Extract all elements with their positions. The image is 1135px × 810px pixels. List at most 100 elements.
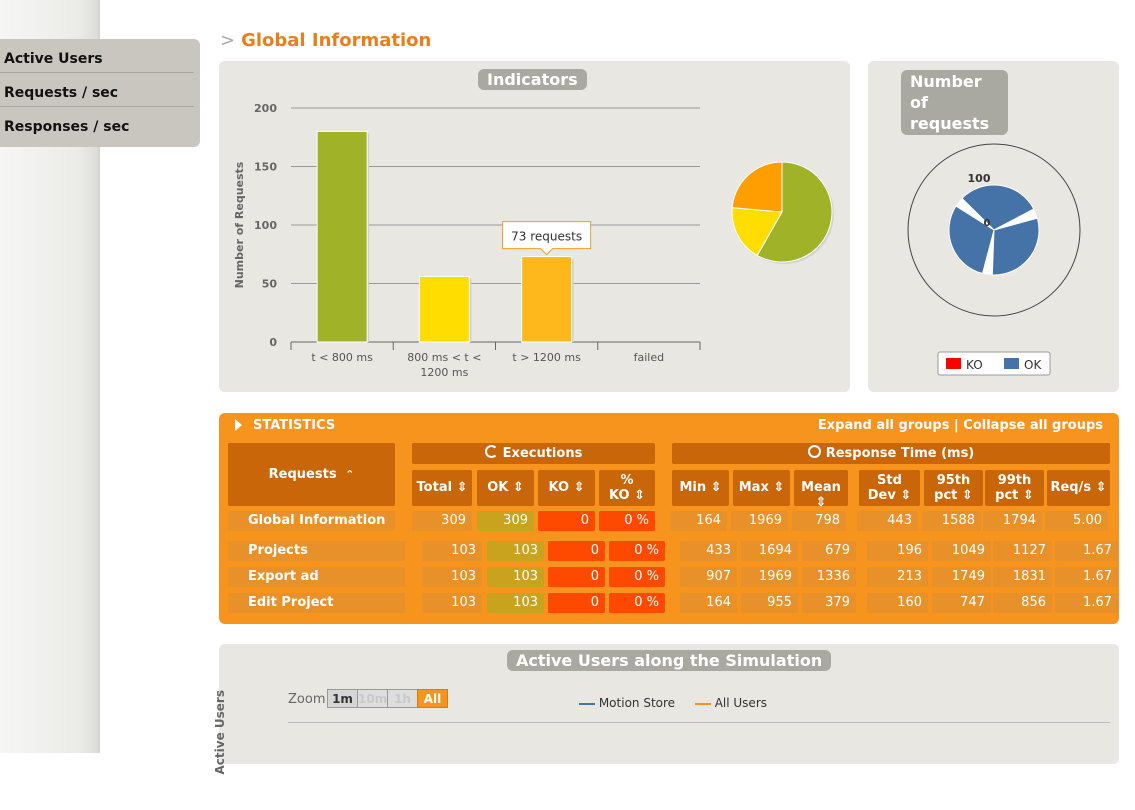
- indicators-title: Indicators: [478, 69, 587, 90]
- stat-cell: 103: [422, 541, 482, 561]
- stat-cell: 1969: [741, 567, 798, 587]
- request-name[interactable]: Projects: [228, 541, 405, 561]
- column-header-95thpct[interactable]: 95th pct ⇕: [924, 470, 983, 506]
- request-name[interactable]: Edit Project: [228, 593, 405, 613]
- polar-ok-slice-1[interactable]: [961, 184, 1035, 231]
- y-tick-label: 200: [254, 102, 277, 115]
- x-tick-label: failed: [634, 351, 664, 364]
- legend-label-ko[interactable]: KO: [966, 358, 983, 372]
- sort-up-icon: ⌃: [345, 468, 355, 481]
- number-of-requests-title: Number of requests: [901, 70, 1008, 135]
- y-axis-label: Number of Requests: [233, 161, 246, 288]
- column-header-min[interactable]: Min ⇕: [672, 470, 729, 506]
- zoom-1h-button[interactable]: 1h: [387, 689, 418, 708]
- zoom-all-button[interactable]: All: [417, 689, 448, 708]
- column-header-label: Req/s ⇕: [1050, 480, 1107, 495]
- column-header-ko[interactable]: % KO ⇕: [599, 470, 655, 506]
- stat-cell: 1749: [932, 567, 991, 587]
- stat-cell: 0: [538, 511, 595, 531]
- stat-cell: 1969: [731, 511, 788, 531]
- stat-cell: 1.67: [1055, 567, 1118, 587]
- column-header-ko[interactable]: KO ⇕: [538, 470, 595, 506]
- number-of-requests-chart: 100 0 KO OK: [907, 143, 1081, 376]
- polar-radial-label: 0: [984, 218, 991, 229]
- column-header-label: Mean ⇕: [801, 480, 841, 510]
- page-title: > Global Information: [220, 30, 431, 51]
- column-header-mean[interactable]: Mean ⇕: [794, 470, 848, 510]
- expand-arrow-icon[interactable]: [235, 419, 242, 431]
- bar-1[interactable]: [316, 130, 368, 343]
- stat-cell: 443: [857, 511, 918, 531]
- expand-all-groups-link[interactable]: Expand all groups: [817, 418, 950, 433]
- column-header-max[interactable]: Max ⇕: [733, 470, 790, 506]
- legend-swatch-ok: [1004, 358, 1019, 369]
- menu-item-requests-sec[interactable]: Requests / sec: [0, 73, 194, 107]
- indicators-panel: Indicators 0 50 100 150 200 Number of Request…: [219, 61, 850, 392]
- number-of-requests-panel: Number of requests 100 0 KO OK: [868, 61, 1119, 392]
- column-header-stddev[interactable]: Std Dev ⇕: [859, 470, 920, 506]
- polar-legend-box: [937, 351, 1051, 376]
- stat-cell: 164: [680, 593, 737, 613]
- stat-cell: 1794: [983, 511, 1042, 531]
- requests-header-label: Requests: [268, 467, 337, 482]
- executions-group-header: Executions: [412, 443, 655, 464]
- active-users-legend: Motion Store All Users: [579, 696, 767, 710]
- column-header-99thpct[interactable]: 99th pct ⇕: [985, 470, 1044, 506]
- active-users-panel: Active Users along the Simulation Zoom A…: [213, 644, 1119, 774]
- menu-item-responses-sec[interactable]: Responses / sec: [4, 119, 130, 135]
- bar-3[interactable]: [521, 256, 573, 343]
- legend-all-users-line: [694, 702, 711, 705]
- stat-cell: 103: [487, 593, 544, 613]
- stat-cell: 103: [487, 567, 544, 587]
- menu-item-active-users[interactable]: Active Users: [0, 39, 194, 73]
- requests-column-header[interactable]: Requests ⌃: [228, 443, 395, 506]
- stat-cell: 103: [422, 593, 482, 613]
- y-tick-label: 100: [254, 219, 277, 232]
- request-name[interactable]: Export ad: [228, 567, 405, 587]
- column-header-label: OK ⇕: [487, 480, 524, 495]
- column-header-label: %: [620, 473, 634, 488]
- collapse-all-groups-link[interactable]: Collapse all groups: [963, 418, 1103, 433]
- stat-cell: 1694: [741, 541, 798, 561]
- stat-cell: 907: [680, 567, 737, 587]
- pie-slice-2[interactable]: [731, 207, 783, 257]
- bar-tooltip: 73 requests: [502, 221, 592, 256]
- groups-separator: |: [954, 418, 959, 433]
- stat-cell: 0: [548, 541, 605, 561]
- zoom-10m-button[interactable]: 10m: [357, 689, 388, 708]
- stat-cell: 103: [422, 567, 482, 587]
- polar-ok-slice-3[interactable]: [948, 205, 995, 275]
- polar-ok-slice-2[interactable]: [991, 217, 1040, 276]
- axis-line: [288, 722, 1110, 723]
- y-tick-label: 50: [262, 278, 278, 291]
- y-tick-label: 0: [269, 336, 277, 349]
- stat-cell: 160: [867, 593, 928, 613]
- stat-cell: 433: [680, 541, 737, 561]
- pie-slice-1[interactable]: [756, 161, 833, 263]
- request-name[interactable]: Global Information: [228, 511, 395, 531]
- column-header-total[interactable]: Total ⇕: [412, 470, 472, 506]
- x-tick-label: t < 800 ms: [311, 351, 373, 364]
- legend-all-users[interactable]: All Users: [714, 696, 767, 710]
- legend-motion-store[interactable]: Motion Store: [598, 696, 676, 710]
- stat-cell: 309: [477, 511, 534, 531]
- x-tick-label: t > 1200 ms: [512, 351, 581, 364]
- bar-2[interactable]: [418, 275, 470, 343]
- zoom-1m-button[interactable]: 1m: [327, 689, 358, 708]
- stat-cell: 1.67: [1055, 541, 1118, 561]
- pie-slice-3[interactable]: [731, 161, 783, 213]
- stat-cell: 164: [670, 511, 727, 531]
- stat-cell: 856: [993, 593, 1052, 613]
- polar-outer-ring: [907, 143, 1081, 317]
- column-header-ok[interactable]: OK ⇕: [477, 470, 534, 506]
- stat-cell: 679: [802, 541, 856, 561]
- stat-cell: 1831: [993, 567, 1052, 587]
- executions-icon: [484, 445, 498, 458]
- legend-label-ok[interactable]: OK: [1024, 358, 1042, 372]
- polar-radial-label: 100: [968, 172, 991, 185]
- column-header-reqs[interactable]: Req/s ⇕: [1047, 470, 1110, 506]
- stat-cell: 798: [792, 511, 846, 531]
- column-header-label: Total ⇕: [416, 480, 468, 495]
- column-header-label: KO ⇕: [548, 480, 585, 495]
- column-header-label: 99th: [997, 473, 1032, 488]
